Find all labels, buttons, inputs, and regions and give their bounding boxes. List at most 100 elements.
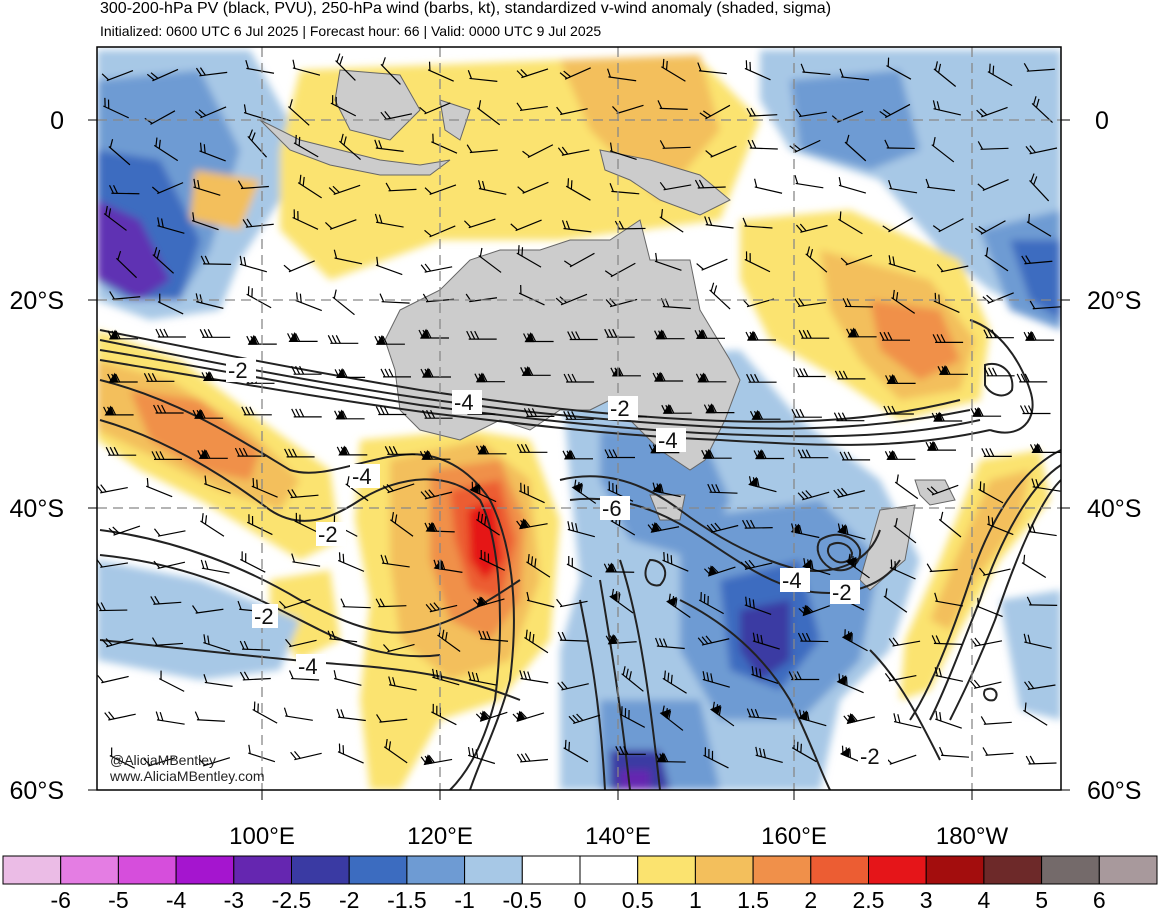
wind-barb [561, 220, 592, 233]
colorbar-tick-label: -6 [50, 887, 70, 912]
lon-label: 100°E [229, 823, 295, 850]
wind-barb [836, 673, 864, 694]
wind-barb [977, 178, 1009, 192]
wind-barb [1029, 300, 1061, 310]
wind-barb [744, 596, 772, 616]
wind-barb [977, 141, 1009, 150]
wind-barb [834, 370, 866, 380]
wind-barb [476, 100, 501, 126]
wind-barb [978, 481, 1004, 504]
wind-barb [838, 176, 867, 194]
wind-barb [695, 372, 727, 383]
wind-barb [893, 518, 917, 544]
wind-barb [571, 479, 597, 504]
wind-barb [246, 514, 273, 536]
wind-barb [563, 252, 595, 268]
wind-barb [472, 596, 505, 608]
wind-barb [199, 142, 226, 162]
wind-barb [984, 247, 1009, 272]
wind-barb [933, 61, 957, 87]
wind-barb [157, 293, 184, 315]
wind-barb [241, 406, 272, 416]
latitude-labels-left: 0 20°S 40°S 60°S [10, 107, 64, 805]
wind-barb [794, 297, 826, 308]
wind-barb [334, 409, 365, 420]
indonesia-islands [259, 119, 451, 176]
wind-barb [193, 178, 221, 196]
wind-barb [153, 404, 184, 414]
wind-barb [556, 598, 588, 608]
wind-barb [659, 209, 684, 233]
wind-barb [791, 408, 822, 418]
wind-barb [710, 701, 735, 727]
wind-barb [332, 289, 355, 316]
wind-barb [252, 701, 278, 724]
lat-label: 60°S [10, 777, 64, 805]
wind-barb [694, 328, 725, 339]
new-zealand-north-island [914, 479, 956, 506]
wind-barb [510, 219, 542, 232]
wind-barb [805, 246, 828, 273]
wind-barb [150, 595, 182, 605]
wind-barb [621, 666, 644, 692]
wind-barb [557, 681, 589, 691]
wind-barb [199, 329, 231, 338]
wind-barb [478, 180, 507, 195]
wind-barb [795, 368, 826, 378]
wind-barb [1026, 596, 1058, 606]
wind-barb [745, 330, 776, 341]
wind-barb [328, 184, 361, 196]
wind-barb [932, 218, 964, 233]
wind-barb [466, 144, 498, 154]
colorbar-tick-label: 5 [1035, 887, 1048, 912]
wind-barb [335, 53, 356, 81]
wind-barb [291, 553, 321, 567]
wind-barb [883, 588, 908, 613]
wind-barb [151, 451, 182, 460]
wind-barb [476, 511, 500, 536]
wind-barb [516, 68, 549, 79]
wind-barb [976, 106, 1008, 118]
longitude-labels: 100°E 120°E 140°E 160°E 180°W [229, 823, 1008, 850]
wind-barb [884, 449, 916, 460]
wind-barb [285, 638, 317, 648]
wind-barb [838, 211, 863, 235]
wind-barb [292, 209, 319, 230]
wind-barb [433, 559, 463, 573]
wind-barb [1021, 554, 1047, 579]
wind-barb [742, 217, 773, 229]
wind-barb [152, 247, 175, 274]
wind-barb [287, 489, 319, 499]
wind-barb [839, 68, 870, 81]
colorbar-tick-label: 6 [1093, 887, 1106, 912]
wind-barb [153, 560, 186, 570]
wind-barb [385, 182, 417, 192]
wind-barb [467, 746, 496, 765]
wind-barb [1021, 255, 1053, 265]
wind-barb [697, 62, 727, 75]
wind-barb [291, 365, 322, 375]
wind-barb [237, 180, 269, 190]
wind-barb [879, 331, 910, 341]
wind-barb [327, 630, 358, 643]
wind-barb [755, 746, 783, 764]
wind-barb [939, 746, 970, 758]
colorbar-tick-label: -0.5 [502, 887, 542, 912]
wind-barb [425, 602, 458, 613]
wind-barb [987, 63, 1013, 87]
wind-barb [522, 144, 554, 158]
contour-label: -6 [602, 496, 622, 521]
wind-barb [1029, 443, 1061, 453]
wind-barb [158, 670, 185, 692]
wind-barb [795, 223, 828, 233]
wind-barb [751, 666, 779, 685]
contour-label: -2 [254, 604, 274, 629]
wind-barb [516, 102, 548, 112]
wind-barb [894, 474, 919, 500]
wind-barb [288, 670, 320, 681]
wind-barb [662, 670, 687, 694]
wind-barb [204, 475, 231, 494]
wind-barb [290, 751, 322, 761]
wind-barb [937, 364, 968, 375]
lat-label: 0 [50, 107, 64, 135]
